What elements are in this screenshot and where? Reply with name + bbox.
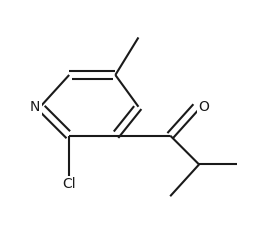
Text: N: N: [30, 100, 40, 114]
Text: O: O: [198, 100, 209, 114]
Text: Cl: Cl: [62, 178, 76, 191]
